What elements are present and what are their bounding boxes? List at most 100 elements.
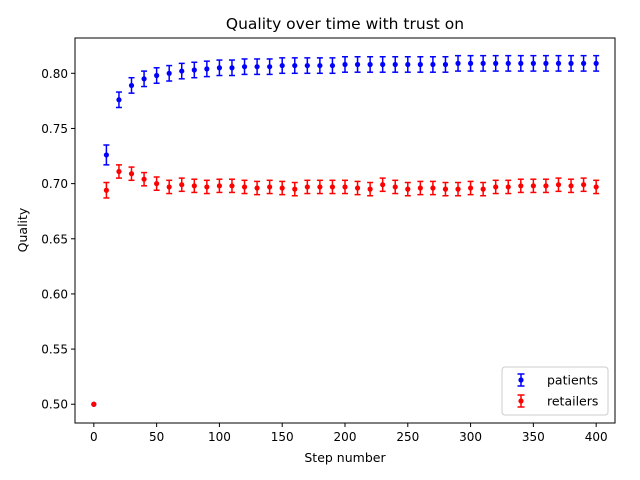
y-tick-label: 0.70 [41,177,68,191]
data-point [241,64,248,70]
series-layer [91,54,600,407]
data-point [380,61,386,68]
legend-marker [518,398,524,404]
data-point [367,61,373,68]
data-point [216,183,223,189]
data-point [530,60,536,66]
data-point [530,183,536,189]
data-point [128,82,135,89]
data-point [455,186,461,192]
x-axis-label: Step number [304,450,386,465]
data-point [493,60,499,66]
y-tick-label: 0.65 [41,232,68,246]
data-point [279,62,285,69]
x-axis: 0 50 100 150 200 250 300 350 400 [90,423,608,444]
data-point [103,187,109,193]
data-point [229,183,235,189]
legend: patients retailers [501,366,609,416]
data-point [317,62,323,69]
data-point [467,60,474,66]
data-point [154,181,160,187]
data-point [593,184,599,190]
legend-entry-retailers: retailers [517,394,598,409]
legend-box [501,366,609,416]
data-point [329,62,336,69]
data-point [254,64,260,70]
data-point [304,184,310,190]
data-point [568,60,574,66]
data-point [417,61,423,68]
data-point [292,62,298,69]
data-point [442,61,449,68]
data-point [254,185,260,191]
data-point [555,182,562,188]
data-point [116,97,122,103]
y-axis-label: Quality [15,207,30,252]
data-point [304,62,310,69]
legend-entry-patients: patients [517,373,598,388]
data-point [103,152,109,158]
data-point [216,65,223,71]
x-tick-label: 250 [396,430,419,444]
data-point [241,184,248,190]
x-tick-label: 50 [149,430,164,444]
x-tick-label: 200 [334,430,357,444]
data-point [480,60,486,66]
data-point [593,60,599,66]
legend-label-retailers: retailers [547,394,598,409]
y-tick-label: 0.55 [41,343,68,357]
chart-title: Quality over time with trust on [226,15,464,33]
data-point [405,186,411,192]
data-point [179,68,185,74]
y-tick-label: 0.80 [41,67,68,81]
data-point [455,60,461,66]
data-point [141,76,147,82]
data-point [166,184,172,190]
legend-label-patients: patients [547,373,598,388]
data-point [505,184,511,190]
data-point [204,66,210,72]
data-point [392,61,398,68]
data-point [430,185,436,191]
data-point [116,168,122,175]
data-point [354,61,361,68]
y-tick-label: 0.50 [41,398,68,412]
data-point [267,184,273,190]
x-tick-label: 150 [271,430,294,444]
data-point [342,61,348,68]
data-point [405,61,411,68]
data-point [430,61,436,68]
data-point [329,184,336,190]
data-point [279,185,285,191]
data-point [179,182,185,188]
data-point [367,186,373,192]
data-point [380,182,386,188]
data-point [543,183,549,189]
y-tick-label: 0.60 [41,287,68,301]
x-tick-label: 300 [459,430,482,444]
data-point [467,185,474,191]
data-point [342,184,348,190]
data-point [555,60,562,66]
series-patients [91,54,600,407]
data-point [392,184,398,190]
data-point [166,70,172,76]
x-tick-label: 400 [585,430,608,444]
data-point [154,72,160,79]
x-tick-label: 100 [208,430,231,444]
data-point [568,183,574,189]
data-point [292,186,298,192]
data-point [191,183,197,189]
data-point [417,185,423,191]
data-point [354,185,361,191]
axes-frame [74,37,616,424]
data-point [128,171,135,177]
data-point [191,67,197,73]
legend-marker [518,377,524,383]
data-point [581,182,587,188]
data-point [442,186,449,192]
x-tick-label: 0 [90,430,98,444]
series-retailers [91,164,600,407]
data-point [505,60,511,66]
